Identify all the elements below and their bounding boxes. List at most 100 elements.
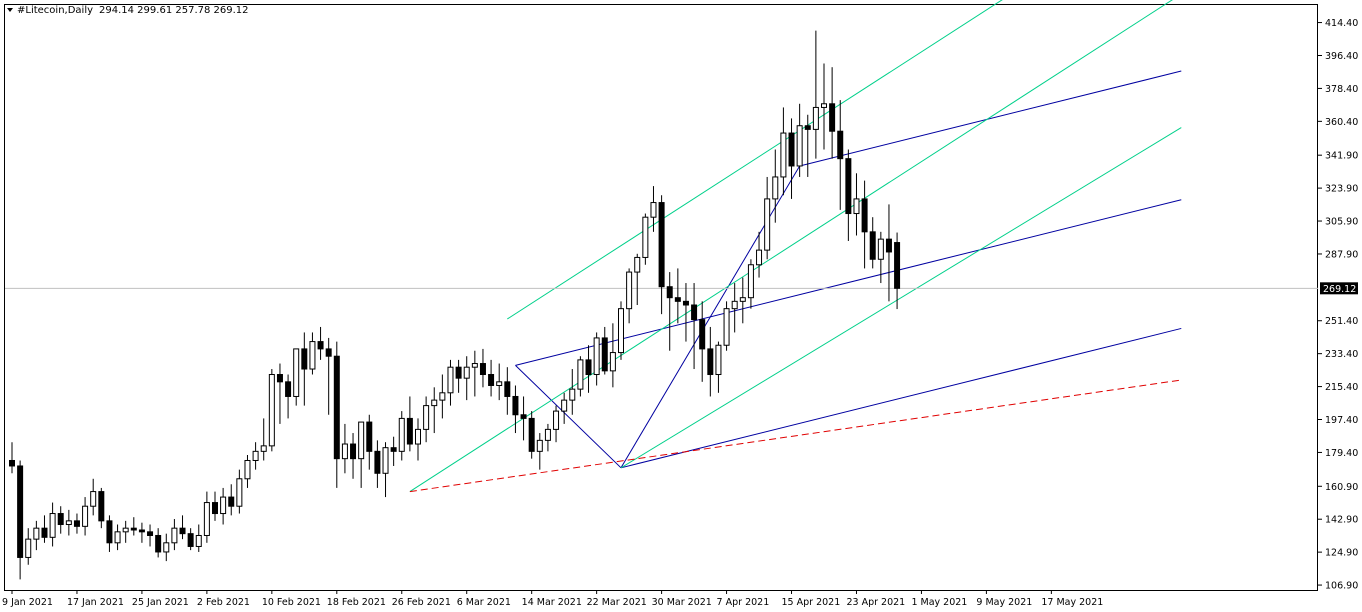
candle — [601, 326, 608, 375]
candle-body-bull — [171, 527, 178, 544]
candle-body-bull — [634, 256, 641, 273]
candle — [341, 423, 348, 474]
x-tick-label: 1 May 2021 — [911, 597, 967, 608]
y-tick-label: 106.90 — [1325, 581, 1358, 592]
candle-body-bull — [853, 198, 860, 215]
candle — [536, 433, 543, 470]
chart-title: #Litecoin,Daily 294.14 299.61 257.78 269.… — [7, 5, 249, 16]
candle-body-bear — [41, 527, 48, 538]
dropdown-triangle-icon[interactable] — [7, 8, 13, 12]
candle — [171, 519, 178, 551]
candle-body-bear — [98, 491, 105, 522]
candle-body-bull — [439, 392, 446, 401]
candle — [228, 484, 235, 516]
candle — [593, 332, 600, 386]
candle — [756, 231, 763, 278]
y-tick-label: 305.90 — [1325, 217, 1358, 228]
candle-body-bull — [90, 491, 97, 507]
candle-body-bull — [877, 238, 884, 260]
channel-line-1 — [620, 127, 1182, 469]
candle — [877, 231, 884, 284]
candle-body-bull — [561, 399, 568, 412]
candle-body-bear — [674, 297, 681, 302]
candle — [236, 469, 243, 514]
candle-body-bull — [812, 106, 819, 130]
candle-body-bear — [658, 202, 665, 288]
candle-body-bear — [861, 198, 868, 233]
y-tick-label: 360.40 — [1325, 117, 1358, 128]
candle-body-bull — [739, 297, 746, 302]
candle — [33, 520, 40, 551]
candle-body-bull — [236, 478, 243, 507]
candle-body-bull — [49, 513, 56, 538]
candle — [715, 341, 722, 393]
candle — [122, 520, 129, 543]
price-box: 269.12 — [1320, 282, 1358, 295]
y-tick-label: 341.90 — [1325, 151, 1358, 162]
candle-body-bear — [301, 348, 308, 370]
candle — [772, 149, 779, 223]
candle-body-bear — [804, 125, 811, 130]
candle-body-bull — [82, 505, 89, 527]
candle-body-bull — [114, 531, 121, 544]
candle — [618, 301, 624, 360]
candle — [520, 396, 527, 441]
candle-body-bull — [747, 264, 754, 299]
candle-body-bear — [894, 242, 901, 289]
time-axis[interactable]: 9 Jan 2021 17 Jan 2021 25 Jan 2021 2 Feb 20… — [2, 590, 1103, 608]
candle — [837, 100, 844, 210]
candle — [707, 326, 714, 397]
candle-body-bear — [601, 337, 608, 372]
candle — [49, 502, 56, 547]
candle — [569, 369, 576, 415]
candle-body-bear — [479, 363, 486, 376]
candle-body-bear — [869, 231, 876, 260]
candle-body-bull — [252, 450, 259, 461]
dashed-trendline — [409, 379, 1182, 493]
pitchfork-median-line — [515, 199, 1182, 366]
candle-body-bull — [821, 103, 827, 108]
candle-body-bear — [691, 304, 698, 321]
candle — [358, 421, 365, 488]
candle-body-bear — [666, 286, 673, 299]
candle — [203, 491, 210, 543]
x-tick-label: 18 Feb 2021 — [327, 597, 386, 608]
price-axis[interactable]: 414.40 396.40 378.40 360.40 341.90 323.90 305.… — [1318, 18, 1358, 592]
candle — [504, 367, 511, 415]
candle — [577, 356, 584, 397]
candle — [455, 359, 462, 393]
candle — [780, 107, 787, 196]
current-price-box — [1320, 282, 1358, 295]
candle-body-bear — [406, 417, 413, 445]
candle — [561, 392, 568, 424]
candle — [666, 272, 673, 351]
drawing-objects[interactable] — [409, 0, 1182, 493]
candle — [276, 363, 283, 424]
candle-body-bear — [512, 395, 519, 416]
candle — [366, 414, 373, 470]
x-tick-label: 17 May 2021 — [1041, 597, 1103, 608]
y-tick-label: 233.40 — [1325, 349, 1358, 360]
candle — [682, 283, 689, 342]
x-tick-label: 23 Apr 2021 — [846, 597, 905, 608]
candle-body-bull — [536, 439, 543, 452]
channel-line-0 — [409, 0, 1173, 493]
candle — [642, 213, 649, 265]
candle — [845, 149, 852, 241]
y-tick-label: 142.90 — [1325, 515, 1358, 526]
candle-body-bear — [788, 132, 795, 167]
candle-body-bear — [212, 502, 218, 515]
candle — [82, 497, 89, 536]
candle — [471, 350, 478, 397]
candle — [41, 515, 48, 543]
candle — [374, 440, 381, 488]
candle — [861, 180, 868, 269]
candle-body-bull — [756, 249, 763, 266]
candle-body-bear — [374, 450, 381, 474]
candle — [488, 359, 495, 397]
candle-body-bear — [455, 366, 462, 379]
candle-body-bull — [544, 428, 551, 441]
candle-body-bull — [341, 443, 348, 460]
